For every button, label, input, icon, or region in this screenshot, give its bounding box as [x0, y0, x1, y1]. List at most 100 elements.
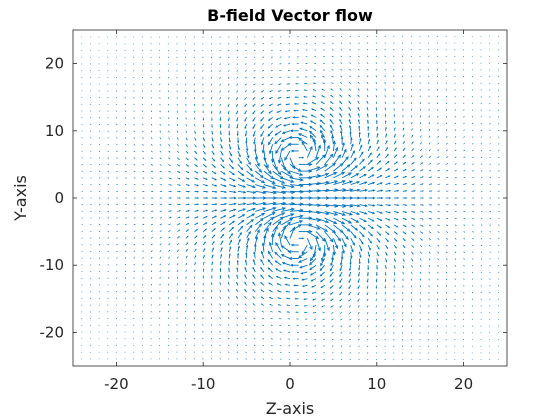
field-arrow	[219, 351, 221, 353]
field-arrow	[211, 157, 216, 162]
field-arrow	[357, 100, 360, 105]
field-arrow	[322, 325, 325, 327]
field-arrow	[357, 318, 360, 321]
field-arrow	[419, 122, 422, 125]
field-arrow	[124, 224, 127, 226]
field-arrow	[116, 117, 118, 119]
field-arrow	[315, 154, 326, 165]
field-arrow	[437, 231, 440, 234]
field-arrow	[348, 291, 352, 296]
field-arrow	[445, 251, 448, 254]
field-arrow	[263, 227, 269, 239]
field-arrow	[194, 261, 196, 266]
field-arrow	[124, 110, 126, 112]
field-arrow	[322, 318, 325, 321]
field-arrow	[150, 256, 153, 259]
field-arrow	[168, 243, 171, 246]
field-arrow	[142, 257, 144, 259]
field-arrow	[301, 278, 308, 281]
x-tick-label: -10	[191, 375, 216, 393]
field-arrow	[275, 144, 282, 154]
field-arrow	[219, 267, 222, 272]
field-arrow	[254, 36, 256, 38]
field-arrow	[219, 36, 221, 38]
field-arrow	[270, 63, 273, 65]
field-arrow	[150, 123, 153, 126]
field-arrow	[349, 258, 352, 266]
field-arrow	[394, 211, 400, 214]
field-arrow	[220, 196, 228, 200]
field-arrow	[350, 204, 361, 208]
field-arrow	[278, 83, 282, 85]
field-arrow	[168, 216, 172, 219]
field-arrow	[244, 103, 247, 108]
field-arrow	[366, 113, 369, 118]
field-arrow	[321, 251, 326, 262]
field-arrow	[228, 220, 235, 226]
field-arrow	[331, 325, 334, 327]
field-arrow	[419, 142, 422, 145]
field-arrow	[401, 42, 404, 44]
field-arrow	[359, 224, 366, 230]
field-arrow	[376, 160, 382, 165]
field-arrow	[193, 63, 195, 65]
field-arrow	[480, 116, 482, 118]
field-arrow	[107, 270, 109, 273]
field-arrow	[107, 284, 109, 286]
field-arrow	[202, 137, 205, 142]
field-arrow	[349, 62, 351, 64]
field-arrow	[320, 284, 325, 289]
field-arrow	[107, 277, 109, 279]
field-arrow	[228, 56, 230, 59]
field-arrow	[236, 56, 239, 59]
field-arrow	[376, 196, 384, 200]
field-arrow	[471, 271, 474, 274]
field-arrow	[260, 123, 265, 130]
field-arrow	[185, 210, 190, 212]
field-arrow	[90, 143, 92, 146]
field-arrow	[159, 157, 162, 160]
field-arrow	[306, 238, 313, 251]
field-arrow	[229, 184, 237, 188]
field-arrow	[245, 337, 247, 340]
field-arrow	[116, 164, 118, 166]
field-arrow	[253, 76, 256, 79]
field-arrow	[237, 157, 242, 164]
field-arrow	[210, 49, 213, 52]
field-arrow	[228, 157, 233, 163]
field-arrow	[194, 177, 199, 180]
field-arrow	[262, 49, 265, 52]
field-arrow	[340, 55, 343, 58]
field-arrow	[419, 271, 422, 274]
field-arrow	[428, 238, 431, 241]
field-arrow	[489, 150, 491, 152]
field-arrow	[368, 189, 376, 192]
field-arrow	[289, 157, 296, 170]
field-arrow	[385, 197, 392, 199]
field-arrow	[168, 210, 172, 212]
field-arrow	[274, 137, 282, 145]
field-arrow	[428, 142, 431, 145]
field-arrow	[254, 157, 260, 167]
field-arrow	[367, 258, 370, 264]
field-arrow	[385, 133, 388, 138]
field-arrow	[401, 338, 404, 341]
field-arrow	[445, 129, 448, 131]
field-arrow	[463, 136, 465, 138]
field-arrow	[375, 35, 378, 37]
field-arrow	[260, 137, 265, 146]
field-arrow	[348, 271, 352, 278]
field-arrow	[107, 230, 110, 232]
field-arrow	[358, 55, 360, 58]
field-arrow	[375, 81, 378, 84]
field-arrow	[220, 157, 225, 163]
field-arrow	[402, 217, 408, 220]
field-arrow	[358, 265, 361, 271]
field-arrow	[159, 263, 162, 266]
field-arrow	[168, 249, 171, 252]
field-arrow	[411, 217, 416, 220]
field-arrow	[358, 49, 360, 51]
field-arrow	[472, 156, 474, 158]
field-arrow	[237, 144, 240, 151]
field-arrow	[341, 244, 345, 254]
